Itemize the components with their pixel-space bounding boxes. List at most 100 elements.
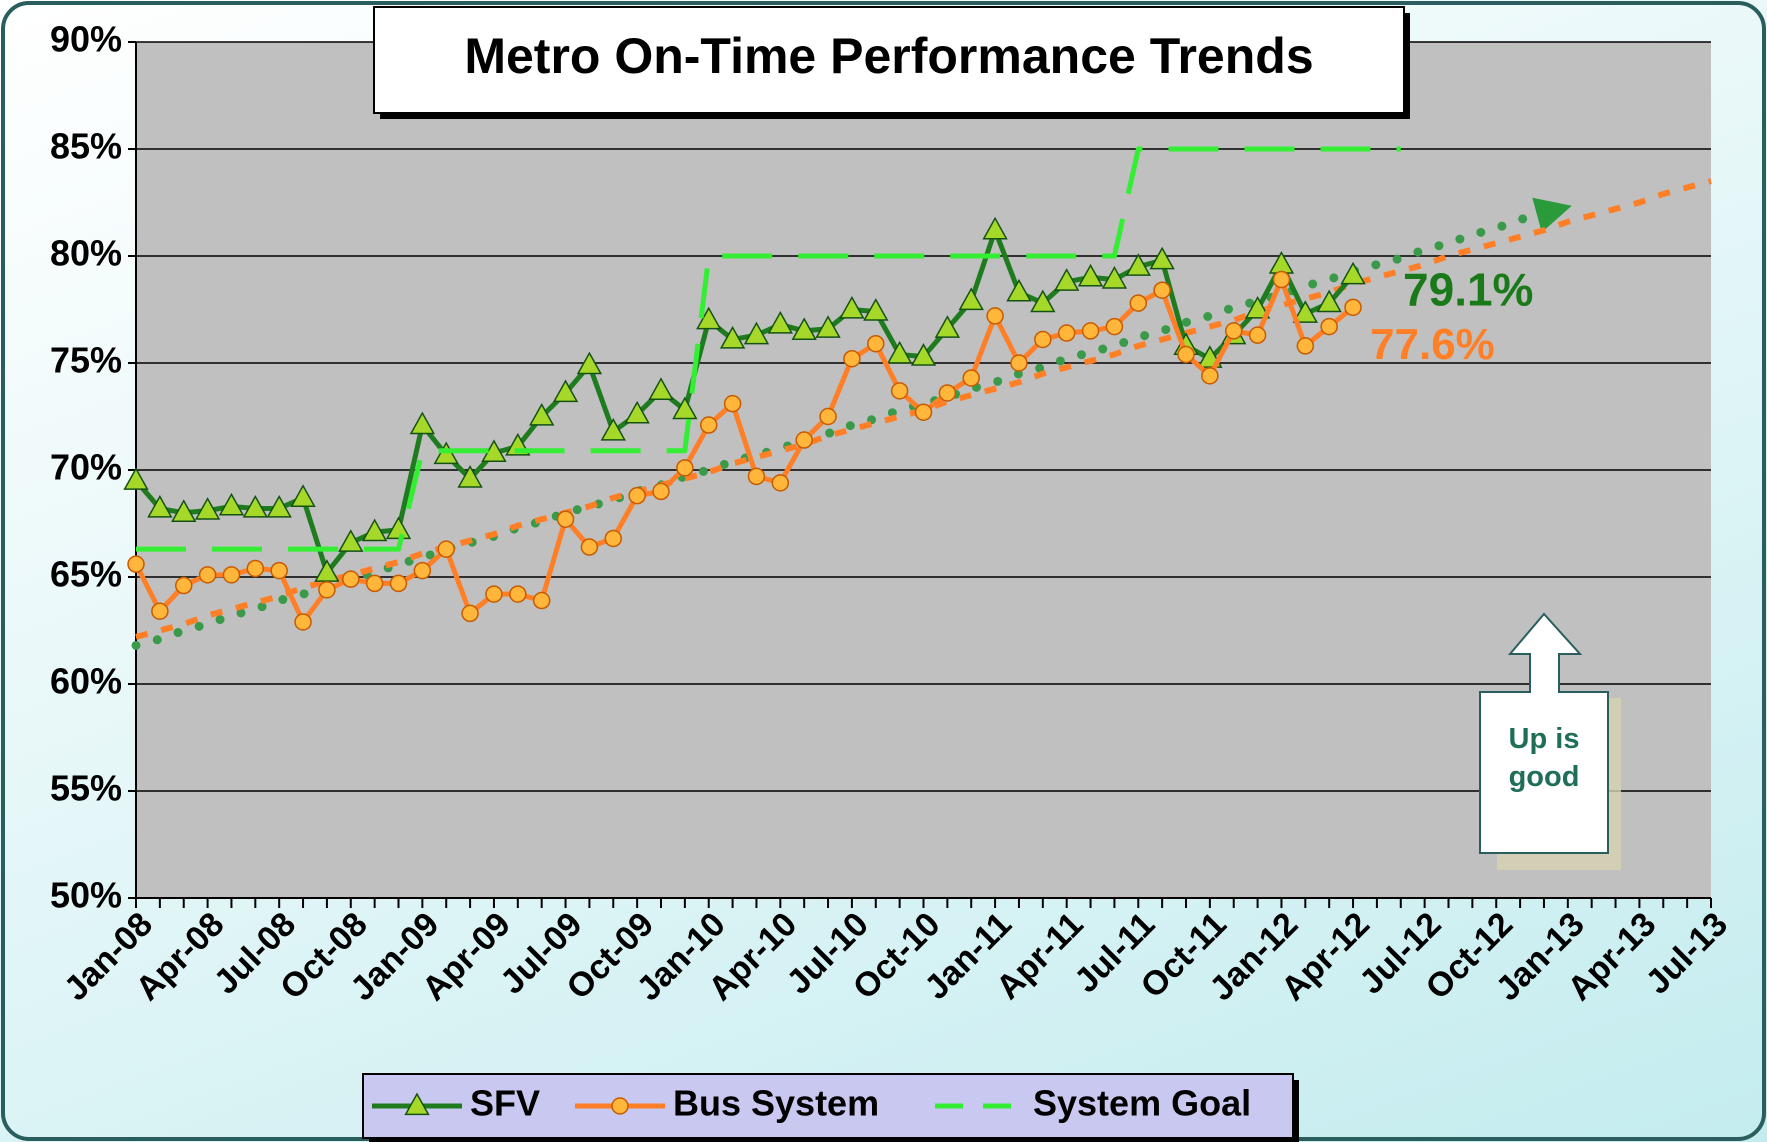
triangle-marker bbox=[1030, 289, 1056, 313]
circle-marker bbox=[198, 566, 217, 584]
circle-marker bbox=[1177, 345, 1195, 364]
value-label: 79.1% bbox=[1403, 263, 1533, 315]
triangle-marker bbox=[767, 310, 793, 334]
triangle-marker bbox=[194, 497, 221, 520]
circle-marker bbox=[1296, 337, 1315, 355]
triangle-marker bbox=[1292, 300, 1318, 323]
circle-marker bbox=[986, 307, 1004, 325]
triangle-marker bbox=[1054, 268, 1080, 291]
circle-marker bbox=[628, 486, 646, 505]
circle-marker bbox=[1224, 322, 1243, 340]
circle-marker bbox=[771, 474, 790, 492]
y-tick-label: 65% bbox=[50, 554, 122, 595]
circle-marker bbox=[747, 467, 766, 486]
triangle-marker bbox=[242, 494, 268, 518]
triangle-marker bbox=[529, 402, 555, 426]
circle-marker bbox=[914, 403, 933, 421]
triangle-marker bbox=[600, 417, 626, 441]
circle-marker bbox=[699, 416, 718, 434]
triangle-marker bbox=[1006, 278, 1032, 302]
triangle-marker bbox=[266, 494, 292, 518]
y-tick-label: 55% bbox=[50, 768, 122, 809]
triangle-marker bbox=[1316, 289, 1342, 313]
circle-marker bbox=[890, 382, 909, 400]
triangle-marker bbox=[934, 315, 961, 338]
series-line bbox=[133, 277, 1355, 625]
circle-marker bbox=[342, 570, 360, 588]
y-tick-label: 90% bbox=[50, 19, 122, 60]
y-tick-label: 75% bbox=[50, 340, 122, 381]
circle-marker bbox=[723, 394, 742, 413]
triangle-marker bbox=[648, 377, 674, 400]
circle-marker bbox=[676, 459, 694, 477]
triangle-marker bbox=[791, 317, 817, 341]
triangle-marker bbox=[1244, 295, 1271, 319]
circle-marker bbox=[843, 349, 861, 368]
circle-marker bbox=[485, 585, 503, 603]
value-label: 77.6% bbox=[1370, 320, 1495, 369]
circle-marker bbox=[246, 559, 265, 578]
circle-marker bbox=[867, 334, 885, 353]
legend-label: Bus System bbox=[673, 1083, 879, 1124]
triangle-marker bbox=[624, 400, 650, 424]
triangle-marker bbox=[863, 298, 889, 321]
circle-marker bbox=[962, 369, 980, 387]
triangle-marker bbox=[1149, 246, 1175, 270]
circle-marker bbox=[1320, 317, 1338, 336]
circle-marker bbox=[556, 510, 575, 528]
circle-marker bbox=[1105, 317, 1124, 336]
triangle-marker bbox=[404, 1092, 430, 1116]
circle-marker bbox=[437, 540, 455, 558]
up-arrow-box bbox=[1479, 612, 1609, 854]
triangle-marker bbox=[290, 484, 316, 507]
triangle-marker bbox=[910, 343, 937, 366]
circle-marker bbox=[389, 574, 408, 593]
y-tick-label: 50% bbox=[50, 875, 122, 916]
title-box bbox=[373, 6, 1405, 114]
triangle-marker bbox=[743, 321, 770, 345]
triangle-marker bbox=[982, 216, 1008, 240]
triangle-marker bbox=[839, 295, 865, 319]
circle-marker bbox=[795, 431, 813, 449]
circle-marker bbox=[652, 482, 670, 501]
triangle-marker bbox=[123, 467, 149, 490]
circle-marker bbox=[580, 538, 599, 556]
circle-marker bbox=[1129, 294, 1148, 312]
triangle-marker bbox=[338, 529, 364, 552]
y-tick-label: 60% bbox=[50, 661, 122, 702]
triangle-marker bbox=[886, 340, 913, 364]
triangle-marker bbox=[218, 492, 245, 516]
triangle-marker bbox=[1077, 263, 1104, 287]
circle-marker bbox=[1272, 270, 1291, 289]
triangle-marker bbox=[409, 411, 436, 435]
circle-marker bbox=[294, 613, 312, 631]
circle-marker bbox=[1344, 298, 1362, 317]
circle-marker bbox=[127, 555, 145, 573]
y-tick-label: 80% bbox=[50, 233, 122, 274]
triangle-marker bbox=[1125, 253, 1151, 276]
triangle-marker bbox=[361, 518, 388, 542]
series-line bbox=[134, 227, 1355, 576]
annotation: Up is good bbox=[1508, 723, 1580, 793]
triangle-marker bbox=[457, 465, 483, 488]
triangle-marker bbox=[385, 516, 412, 540]
triangle-marker bbox=[171, 499, 197, 522]
circle-marker bbox=[174, 576, 193, 595]
circle-marker bbox=[1248, 326, 1267, 344]
triangle-marker bbox=[576, 351, 603, 375]
circle-marker bbox=[461, 604, 479, 623]
circle-marker bbox=[1057, 324, 1076, 342]
chart-title: Metro On-Time Performance Trends bbox=[464, 28, 1313, 84]
circle-marker bbox=[604, 529, 623, 548]
triangle-marker bbox=[815, 315, 841, 338]
triangle-marker bbox=[1340, 261, 1366, 285]
y-tick-label: 70% bbox=[50, 447, 122, 488]
triangle-marker bbox=[672, 396, 698, 420]
triangle-marker bbox=[1101, 266, 1128, 289]
triangle-marker bbox=[147, 494, 173, 518]
trend-line bbox=[131, 197, 1572, 650]
circle-marker bbox=[532, 591, 551, 610]
series-line bbox=[136, 146, 1401, 552]
